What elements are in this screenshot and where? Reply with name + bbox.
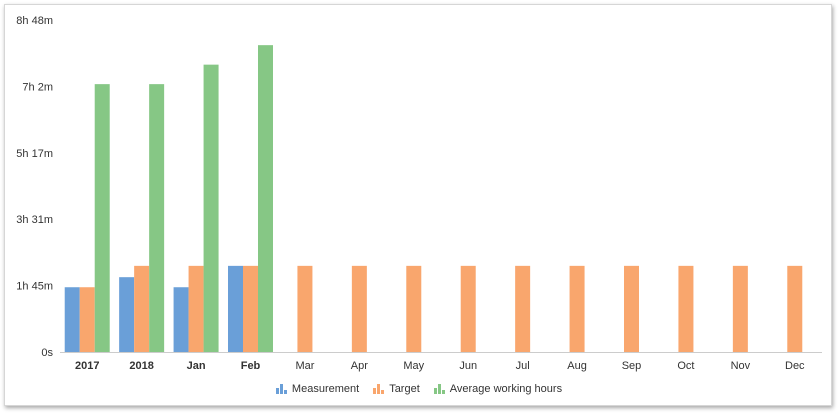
bar-measurement-jan[interactable]: [173, 287, 189, 352]
x-tick-label: Jul: [516, 360, 530, 372]
y-axis: 0s 1h 45m 3h 31m 5h 17m 7h 2m 8h 48m: [16, 15, 53, 359]
bar-average-working-hours-2018[interactable]: [149, 84, 165, 353]
bar-target-sep[interactable]: [624, 265, 639, 352]
x-tick-label: May: [403, 360, 424, 372]
legend-label: Measurement: [291, 383, 360, 395]
bar-target-2017[interactable]: [79, 287, 95, 352]
x-tick-label: Feb: [241, 360, 261, 372]
bar-measurement-2017[interactable]: [64, 287, 80, 352]
bar-target-feb[interactable]: [243, 265, 258, 352]
x-tick-label: Jun: [459, 360, 477, 372]
y-tick-label: 8h 48m: [16, 15, 53, 27]
bar-measurement-feb[interactable]: [228, 265, 243, 352]
bar-chart-icon: [433, 384, 446, 394]
bars: [64, 45, 803, 353]
x-tick-label: 2018: [129, 360, 153, 372]
bar-target-apr[interactable]: [351, 265, 367, 352]
bar-target-jan[interactable]: [188, 265, 204, 352]
x-tick-label: Mar: [295, 360, 314, 372]
bar-target-jul[interactable]: [515, 265, 531, 352]
y-tick-label: 3h 31m: [16, 214, 53, 226]
bar-target-dec[interactable]: [787, 265, 803, 352]
legend: Measurement Target Average working hours: [0, 383, 838, 395]
legend-label: Target: [389, 383, 420, 395]
legend-item-target[interactable]: Target: [373, 383, 420, 395]
x-tick-label: Oct: [677, 360, 694, 372]
x-tick-label: Aug: [567, 360, 587, 372]
bar-chart-icon: [373, 384, 385, 394]
bar-target-jun[interactable]: [460, 265, 476, 352]
bar-target-nov[interactable]: [732, 265, 748, 352]
x-tick-label: 2017: [75, 360, 99, 372]
y-tick-label: 0s: [41, 347, 53, 359]
legend-item-average-working-hours[interactable]: Average working hours: [433, 383, 563, 395]
x-tick-label: Nov: [731, 360, 751, 372]
bar-target-2018[interactable]: [134, 265, 150, 352]
bar-average-working-hours-jan[interactable]: [203, 64, 219, 353]
y-tick-label: 1h 45m: [16, 281, 53, 293]
bar-average-working-hours-2017[interactable]: [94, 84, 110, 353]
x-tick-label: Apr: [351, 360, 368, 372]
bar-target-aug[interactable]: [569, 265, 585, 352]
bar-target-mar[interactable]: [297, 265, 313, 352]
bar-target-oct[interactable]: [678, 265, 694, 352]
bar-measurement-2018[interactable]: [119, 277, 135, 352]
bar-target-may[interactable]: [406, 265, 422, 352]
bar-chart-icon: [275, 384, 288, 394]
x-tick-label: Dec: [785, 360, 805, 372]
x-axis: 2017 2018 Jan Feb Mar Apr May Jun Jul Aug Sep Oct No…: [75, 360, 805, 372]
x-tick-label: Jan: [187, 360, 206, 372]
legend-label: Average working hours: [449, 383, 563, 395]
y-tick-label: 7h 2m: [22, 81, 53, 93]
x-tick-label: Sep: [622, 360, 642, 372]
y-tick-label: 5h 17m: [16, 148, 53, 160]
legend-item-measurement[interactable]: Measurement: [275, 383, 360, 395]
bar-average-working-hours-feb[interactable]: [258, 45, 273, 352]
